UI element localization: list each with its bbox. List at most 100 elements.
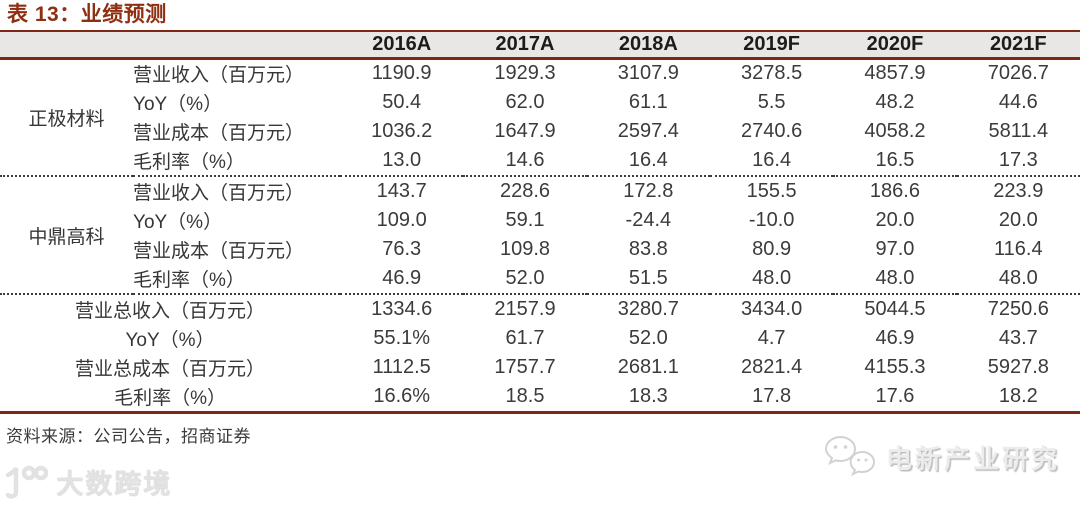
- value-cell: 46.9: [340, 264, 464, 295]
- value-cell: 16.5: [833, 146, 957, 177]
- value-cell: 3107.9: [617, 62, 679, 84]
- value-cell: -10.0: [748, 208, 795, 231]
- value-cell: 4857.9: [864, 62, 926, 84]
- table-row: 毛利率（%） 46.9 52.0 51.5 48.0 48.0 48.0: [0, 264, 1080, 295]
- value-cell: 16.6%: [340, 382, 464, 414]
- value-cell: 109.0: [376, 208, 427, 231]
- watermark-left: 大数跨境: [2, 462, 172, 501]
- value-cell: 50.4: [382, 90, 422, 113]
- value-cell: 5044.5: [864, 297, 926, 320]
- value-cell: 61.7: [505, 326, 545, 349]
- value-cell: 4155.3: [864, 356, 926, 379]
- year-header: 2020F: [833, 30, 957, 60]
- value-cell: 1757.7: [494, 356, 556, 379]
- total-label-cell: 营业总成本（百万元）: [75, 359, 266, 381]
- watermark-left-label: 大数跨境: [56, 469, 172, 499]
- value-cell: 3280.7: [617, 297, 679, 320]
- total-row: 营业总收入（百万元） 1334.6 2157.9 3280.7 3434.0 5044.5…: [0, 294, 1080, 324]
- group-name-cell: 中鼎高科: [0, 176, 134, 295]
- value-cell: 20.0: [998, 208, 1038, 231]
- value-cell: 52.0: [628, 326, 668, 349]
- value-cell: -24.4: [625, 208, 672, 231]
- value-cell: 61.1: [628, 90, 668, 113]
- value-cell: 2597.4: [617, 120, 679, 143]
- year-header: 2018A: [586, 30, 710, 60]
- value-cell: 228.6: [499, 179, 551, 202]
- value-cell: 1036.2: [371, 120, 433, 143]
- value-cell: 1190.9: [371, 62, 432, 84]
- table-row: 正极材料 营业收入（百万元） 1190.9 1929.3 3107.9 3278.5 485…: [0, 58, 1080, 177]
- value-cell: 1112.5: [372, 356, 431, 379]
- table-row: YoY（%） 50.4 62.0 61.1 5.5 48.2 44.6: [0, 88, 1080, 118]
- value-cell: 16.4: [586, 146, 710, 177]
- value-cell: 20.0: [875, 208, 915, 231]
- bigdata-100-logo-icon: [5, 465, 48, 499]
- value-cell: 97.0: [875, 238, 915, 261]
- year-header: 2016A: [340, 30, 464, 60]
- value-cell: 2157.9: [494, 297, 556, 320]
- table-row: 中鼎高科 营业收入（百万元） 143.7 228.6 172.8 155.5 186.6 22…: [0, 176, 1080, 295]
- value-cell: 62.0: [505, 90, 545, 113]
- metric-label-cell: YoY（%）: [133, 211, 223, 233]
- value-cell: 17.3: [956, 146, 1080, 177]
- year-header: 2019F: [709, 30, 834, 60]
- value-cell: 2681.1: [617, 356, 679, 379]
- value-cell: 4058.2: [864, 120, 926, 143]
- value-cell: 17.8: [709, 382, 834, 414]
- table-header-row: 2016A 2017A 2018A 2019F 2020F 2021F: [0, 30, 1080, 60]
- value-cell: 172.8: [623, 179, 674, 202]
- value-cell: 17.6: [833, 382, 957, 414]
- value-cell: 80.9: [752, 238, 792, 261]
- metric-label-cell: YoY（%）: [133, 93, 223, 115]
- value-cell: 16.4: [709, 146, 834, 177]
- value-cell: 18.5: [463, 382, 587, 414]
- value-cell: 46.9: [875, 326, 915, 349]
- forecast-table: 2016A 2017A 2018A 2019F 2020F 2021F 正极材料 营业收入（…: [0, 30, 1080, 414]
- value-cell: 5927.8: [987, 356, 1049, 379]
- value-cell: 7250.6: [987, 297, 1049, 320]
- total-row: YoY（%） 55.1% 61.7 52.0 4.7 46.9 43.7: [0, 324, 1080, 354]
- value-cell: 18.3: [586, 382, 710, 414]
- group-name-cell: 正极材料: [0, 58, 134, 177]
- value-cell: 51.5: [586, 264, 710, 295]
- table-row: 营业成本（百万元） 76.3 109.8 83.8 80.9 97.0 116.4: [0, 235, 1080, 265]
- wechat-icon: [824, 436, 875, 477]
- year-header: 2021F: [956, 30, 1080, 60]
- value-cell: 48.2: [875, 90, 915, 113]
- table-row: 毛利率（%） 13.0 14.6 16.4 16.4 16.5 17.3: [0, 146, 1080, 177]
- metric-label-cell: 营业收入（百万元）: [133, 65, 305, 86]
- value-cell: 1647.9: [494, 120, 556, 143]
- total-label-cell: 毛利率（%）: [0, 382, 341, 414]
- value-cell: 109.8: [499, 238, 551, 261]
- value-cell: 76.3: [382, 238, 422, 261]
- value-cell: 223.9: [993, 179, 1044, 202]
- value-cell: 59.1: [505, 208, 545, 231]
- value-cell: 14.6: [463, 146, 587, 177]
- metric-label-cell: 营业成本（百万元）: [133, 123, 305, 145]
- value-cell: 5811.4: [988, 120, 1049, 143]
- total-label-cell: 营业总收入（百万元）: [75, 300, 266, 322]
- value-cell: 52.0: [463, 264, 587, 295]
- value-cell: 143.7: [376, 179, 427, 202]
- metric-label-cell: 营业收入（百万元）: [133, 182, 305, 204]
- table-title: 表 13：业绩预测: [7, 3, 167, 26]
- value-cell: 13.0: [340, 146, 464, 177]
- metric-label-cell: 毛利率（%）: [133, 146, 341, 177]
- value-cell: 2821.4: [741, 356, 803, 379]
- value-cell: 155.5: [746, 179, 797, 202]
- value-cell: 1334.6: [371, 297, 433, 320]
- value-cell: 4.7: [757, 326, 786, 349]
- total-label-cell: YoY（%）: [125, 329, 215, 351]
- value-cell: 186.6: [869, 179, 920, 202]
- watermark-right: 电新产业研究: [824, 436, 1060, 478]
- value-cell: 1929.3: [494, 62, 556, 84]
- value-cell: 48.0: [956, 264, 1080, 295]
- total-row: 毛利率（%） 16.6% 18.5 18.3 17.8 17.6 18.2: [0, 382, 1080, 414]
- source-note: 资料来源：公司公告，招商证券: [6, 426, 251, 446]
- value-cell: 48.0: [709, 264, 834, 295]
- value-cell: 7026.7: [987, 62, 1049, 84]
- value-cell: 5.5: [757, 90, 786, 113]
- table-row: 营业成本（百万元） 1036.2 1647.9 2597.4 2740.6 4058.2 5…: [0, 117, 1080, 147]
- total-row: 营业总成本（百万元） 1112.5 1757.7 2681.1 2821.4 4155.3…: [0, 353, 1080, 383]
- watermark-right-label: 电新产业研究: [885, 443, 1060, 474]
